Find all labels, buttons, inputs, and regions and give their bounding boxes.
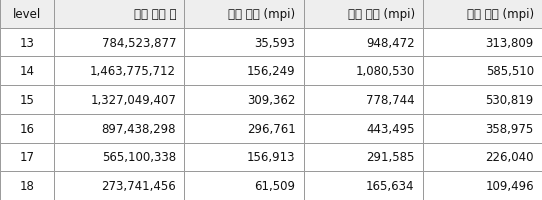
Text: 273,741,456: 273,741,456 [101,179,176,192]
Bar [423,57,542,86]
Text: 1,463,775,712: 1,463,775,712 [90,65,176,78]
Text: 전체 격자 수: 전체 격자 수 [134,8,176,21]
Text: 최대 격자 (mpi): 최대 격자 (mpi) [347,8,415,21]
Text: 778,744: 778,744 [366,94,415,106]
Text: 443,495: 443,495 [366,122,415,135]
Bar [304,143,423,171]
Bar [184,0,304,29]
Bar [184,86,304,114]
Text: 296,761: 296,761 [247,122,295,135]
Bar [304,114,423,143]
Text: 565,100,338: 565,100,338 [102,151,176,164]
Text: 13: 13 [20,36,35,49]
Bar [184,29,304,57]
Bar [0,143,54,171]
Bar [0,29,54,57]
Text: 15: 15 [20,94,35,106]
Bar [54,86,184,114]
Text: 1,327,049,407: 1,327,049,407 [91,94,176,106]
Bar [423,171,542,200]
Text: 35,593: 35,593 [255,36,295,49]
Bar [0,86,54,114]
Text: 948,472: 948,472 [366,36,415,49]
Text: level: level [13,8,41,21]
Text: 897,438,298: 897,438,298 [102,122,176,135]
Bar [304,57,423,86]
Bar [304,86,423,114]
Text: 156,249: 156,249 [247,65,295,78]
Text: 226,040: 226,040 [486,151,534,164]
Bar [184,114,304,143]
Text: 530,819: 530,819 [486,94,534,106]
Text: 18: 18 [20,179,35,192]
Bar [54,114,184,143]
Bar [0,0,54,29]
Text: 358,975: 358,975 [486,122,534,135]
Bar [54,143,184,171]
Text: 291,585: 291,585 [366,151,415,164]
Text: 61,509: 61,509 [254,179,295,192]
Bar [54,57,184,86]
Bar [0,171,54,200]
Bar [0,57,54,86]
Bar [423,114,542,143]
Text: 156,913: 156,913 [247,151,295,164]
Text: 16: 16 [20,122,35,135]
Bar [304,0,423,29]
Text: 17: 17 [20,151,35,164]
Bar [54,29,184,57]
Bar [0,114,54,143]
Bar [184,57,304,86]
Bar [423,143,542,171]
Text: 최소 격자 (mpi): 최소 격자 (mpi) [228,8,295,21]
Text: 309,362: 309,362 [247,94,295,106]
Bar [423,0,542,29]
Text: 평균 격자 (mpi): 평균 격자 (mpi) [467,8,534,21]
Bar [304,29,423,57]
Text: 585,510: 585,510 [486,65,534,78]
Text: 784,523,877: 784,523,877 [102,36,176,49]
Bar [184,143,304,171]
Bar [54,171,184,200]
Bar [423,86,542,114]
Text: 165,634: 165,634 [366,179,415,192]
Text: 109,496: 109,496 [485,179,534,192]
Text: 1,080,530: 1,080,530 [356,65,415,78]
Bar [423,29,542,57]
Text: 14: 14 [20,65,35,78]
Bar [304,171,423,200]
Text: 313,809: 313,809 [486,36,534,49]
Bar [184,171,304,200]
Bar [54,0,184,29]
